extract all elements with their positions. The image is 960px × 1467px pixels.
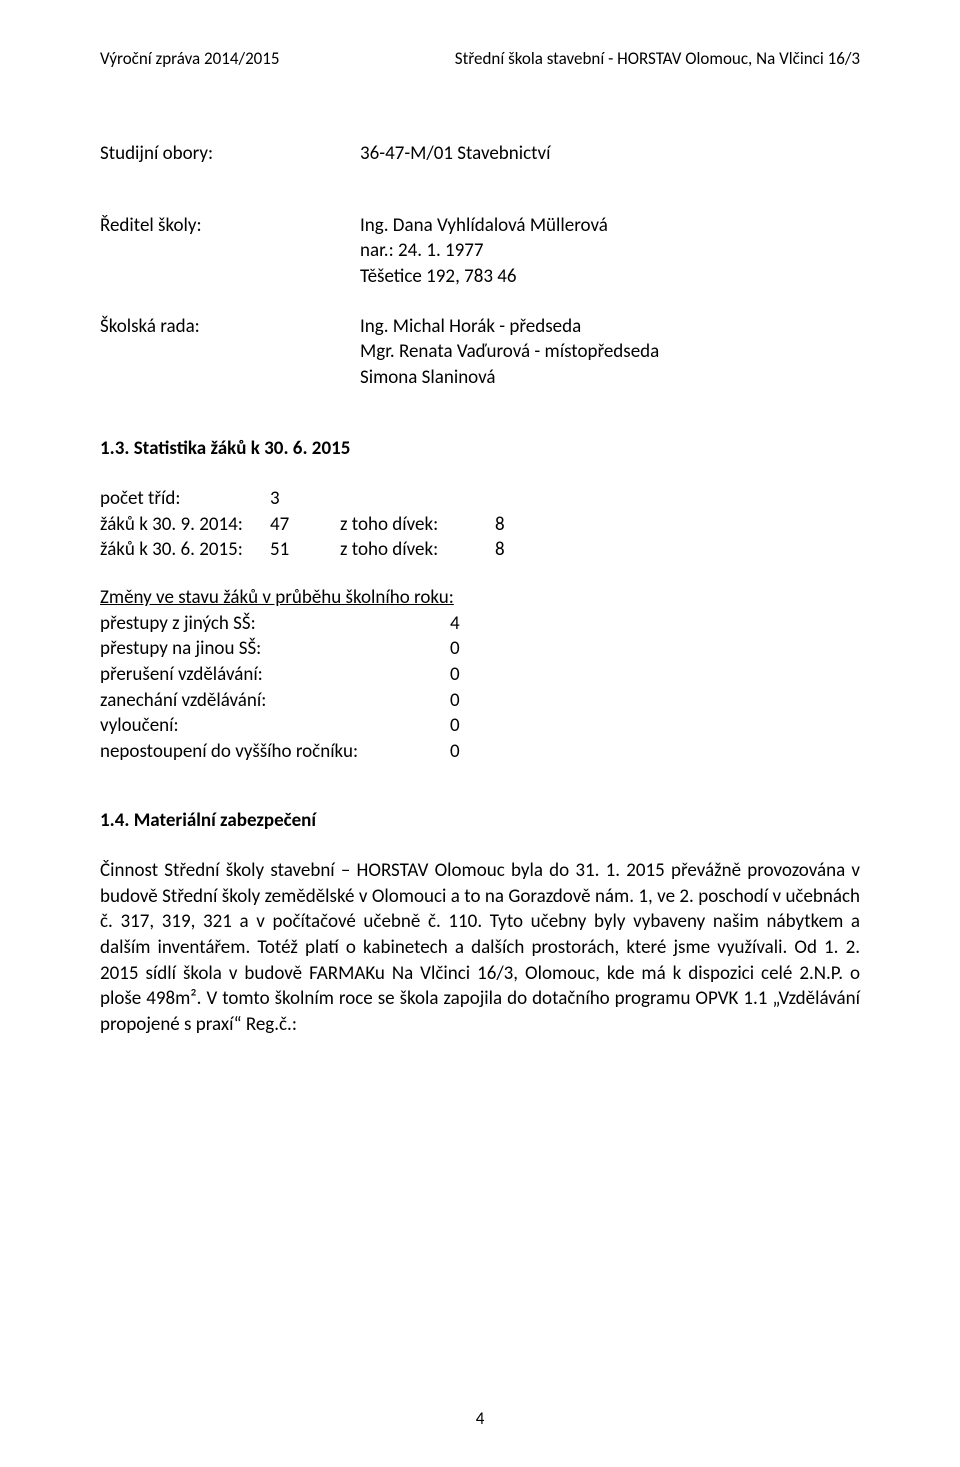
changes-row: zanechání vzdělávání: 0	[100, 688, 860, 714]
stat-heading: 1.3. Statistika žáků k 30. 6. 2015	[100, 436, 860, 462]
changes-row: přestupy na jinou SŠ: 0	[100, 636, 860, 662]
stat-table: počet tříd: 3 žáků k 30. 9. 2014: 47 z t…	[100, 486, 860, 563]
skolska-rada-line: Simona Slaninová	[360, 365, 860, 391]
changes-cell: 0	[450, 636, 490, 662]
changes-row: vyloučení: 0	[100, 713, 860, 739]
stat-cell: z toho dívek:	[340, 537, 495, 563]
changes-row: přerušení vzdělávání: 0	[100, 662, 860, 688]
changes-row: nepostoupení do vyššího ročníku: 0	[100, 739, 860, 765]
studijni-obory-value: 36-47-M/01 Stavebnictví	[360, 141, 860, 167]
changes-cell: 0	[450, 662, 490, 688]
reditel-skoly-line: Ing. Dana Vyhlídalová Müllerová	[360, 213, 860, 239]
changes-cell: 0	[450, 739, 490, 765]
changes-cell: přestupy na jinou SŠ:	[100, 636, 450, 662]
reditel-skoly-line: Těšetice 192, 783 46	[360, 264, 860, 290]
header-left: Výroční zpráva 2014/2015	[100, 48, 280, 71]
changes-heading: Změny ve stavu žáků v průběhu školního r…	[100, 585, 860, 611]
stat-row: žáků k 30. 9. 2014: 47 z toho dívek: 8	[100, 512, 860, 538]
changes-cell: 0	[450, 713, 490, 739]
skolska-rada-line: Ing. Michal Horák - předseda	[360, 314, 860, 340]
changes-cell: zanechání vzdělávání:	[100, 688, 450, 714]
stat-row: žáků k 30. 6. 2015: 51 z toho dívek: 8	[100, 537, 860, 563]
stat-cell: žáků k 30. 6. 2015:	[100, 537, 270, 563]
reditel-skoly-label: Ředitel školy:	[100, 213, 360, 290]
body-paragraph: Činnost Střední školy stavební – HORSTAV…	[100, 858, 860, 1037]
changes-cell: přerušení vzdělávání:	[100, 662, 450, 688]
changes-cell: 4	[450, 611, 490, 637]
stat-cell	[340, 486, 495, 512]
changes-cell: 0	[450, 688, 490, 714]
header-right: Střední škola stavební - HORSTAV Olomouc…	[455, 48, 860, 71]
stat-cell: 47	[270, 512, 340, 538]
reditel-skoly-line: nar.: 24. 1. 1977	[360, 238, 860, 264]
stat-cell: 8	[495, 537, 535, 563]
stat-cell: počet tříd:	[100, 486, 270, 512]
page-number: 4	[0, 1408, 960, 1431]
changes-cell: vyloučení:	[100, 713, 450, 739]
stat-row: počet tříd: 3	[100, 486, 860, 512]
changes-row: přestupy z jiných SŠ: 4	[100, 611, 860, 637]
stat-cell: 51	[270, 537, 340, 563]
skolska-rada-line: Mgr. Renata Vaďurová - místopředseda	[360, 339, 860, 365]
changes-cell: nepostoupení do vyššího ročníku:	[100, 739, 450, 765]
stat-cell: z toho dívek:	[340, 512, 495, 538]
skolska-rada-label: Školská rada:	[100, 314, 360, 391]
material-heading: 1.4. Materiální zabezpečení	[100, 808, 860, 834]
changes-cell: přestupy z jiných SŠ:	[100, 611, 450, 637]
stat-cell: žáků k 30. 9. 2014:	[100, 512, 270, 538]
stat-cell	[495, 486, 535, 512]
stat-cell: 3	[270, 486, 340, 512]
changes-table: přestupy z jiných SŠ: 4 přestupy na jino…	[100, 611, 860, 765]
stat-cell: 8	[495, 512, 535, 538]
studijni-obory-label: Studijní obory:	[100, 141, 360, 167]
